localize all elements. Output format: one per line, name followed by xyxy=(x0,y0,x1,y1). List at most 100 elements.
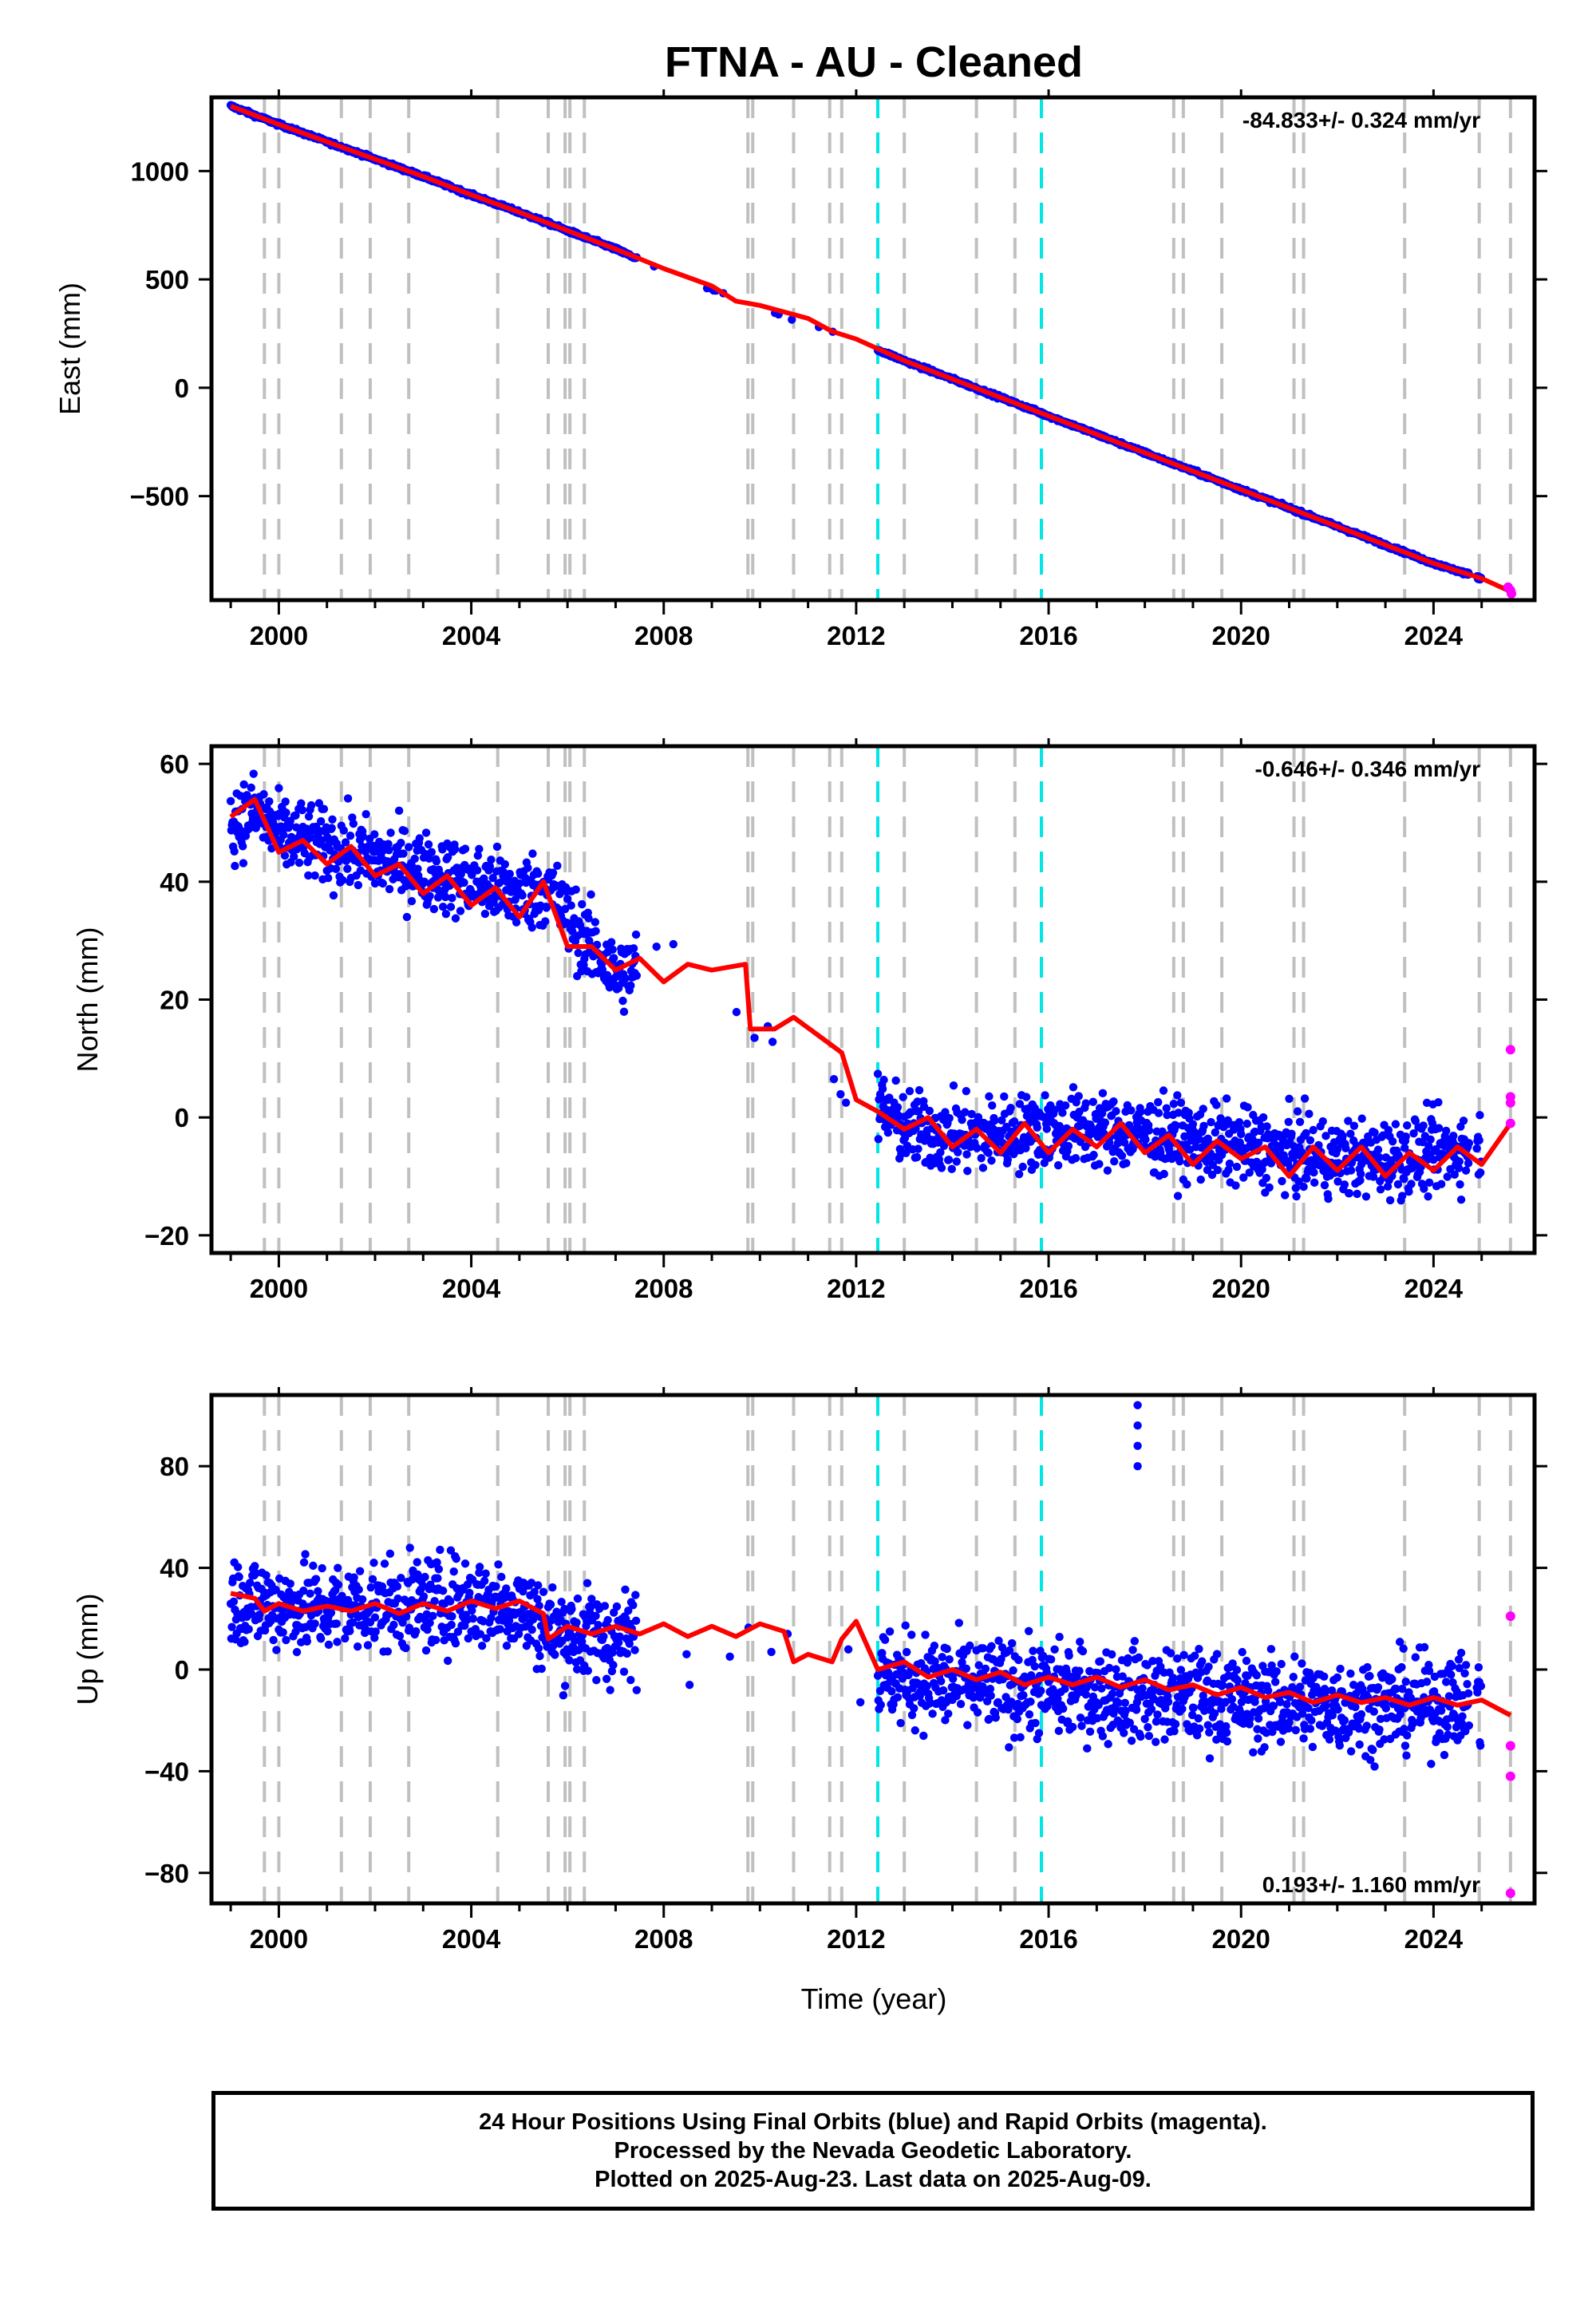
data-point xyxy=(1132,1705,1141,1714)
data-point xyxy=(412,1626,421,1636)
data-point xyxy=(1434,1098,1443,1107)
data-point xyxy=(1225,1159,1235,1168)
data-point xyxy=(460,844,470,853)
data-point xyxy=(533,1595,542,1603)
data-point xyxy=(395,870,405,879)
data-point xyxy=(246,1579,255,1587)
data-point xyxy=(1237,1129,1246,1139)
data-point xyxy=(290,852,298,861)
rapid-point xyxy=(1505,1097,1515,1108)
data-point xyxy=(1200,1706,1209,1715)
data-point xyxy=(1081,1690,1090,1699)
data-point xyxy=(1175,1157,1184,1166)
y-tick-label: 1000 xyxy=(131,156,189,186)
data-point xyxy=(384,840,393,848)
data-point xyxy=(1097,1109,1107,1118)
data-point xyxy=(942,1644,951,1654)
data-point xyxy=(1237,1697,1246,1706)
data-point xyxy=(1183,1180,1191,1189)
data-point xyxy=(1310,1178,1319,1188)
data-point xyxy=(1189,1703,1198,1713)
data-point xyxy=(1302,1128,1310,1138)
data-point xyxy=(448,1612,456,1621)
data-point xyxy=(1205,1728,1214,1737)
data-point xyxy=(1217,1705,1226,1713)
data-point xyxy=(401,1643,410,1653)
data-point xyxy=(434,1565,444,1574)
data-point xyxy=(1223,1737,1232,1746)
data-point xyxy=(572,1618,581,1627)
data-point xyxy=(887,1687,896,1696)
data-point xyxy=(1037,1686,1045,1695)
data-point xyxy=(788,315,796,324)
data-point xyxy=(1064,1141,1073,1151)
data-point xyxy=(1144,1722,1152,1732)
data-point xyxy=(1432,1144,1440,1154)
data-point xyxy=(230,847,239,856)
data-point xyxy=(1058,1704,1068,1713)
data-point xyxy=(988,1101,997,1110)
data-point xyxy=(1104,1740,1112,1749)
data-point xyxy=(299,1587,308,1595)
data-point xyxy=(1203,1134,1212,1144)
data-point xyxy=(669,939,678,949)
data-point xyxy=(235,1572,243,1582)
data-point xyxy=(1284,1724,1293,1733)
data-point xyxy=(332,1619,341,1628)
data-point xyxy=(1400,1174,1408,1184)
data-point xyxy=(309,1561,318,1571)
data-point xyxy=(433,1558,441,1567)
data-point xyxy=(1333,1145,1342,1154)
data-point xyxy=(978,1164,988,1172)
data-point xyxy=(632,1686,642,1694)
data-point xyxy=(1340,1180,1349,1189)
data-point xyxy=(629,944,638,953)
data-point xyxy=(1293,1107,1302,1116)
data-point xyxy=(1248,1135,1257,1144)
data-point xyxy=(369,1559,378,1567)
data-point xyxy=(573,1594,583,1603)
data-point xyxy=(910,1704,918,1713)
chart-title: FTNA - AU - Cleaned xyxy=(665,38,1083,86)
data-point xyxy=(594,1620,602,1630)
final-orbit-points xyxy=(226,769,1486,1205)
data-point xyxy=(907,1710,917,1720)
data-point xyxy=(496,1625,504,1634)
data-point xyxy=(1024,1626,1033,1635)
data-point xyxy=(1391,1120,1400,1128)
data-point xyxy=(527,923,536,932)
data-point xyxy=(893,1103,903,1112)
data-point xyxy=(385,846,393,855)
data-point xyxy=(304,871,313,880)
data-point xyxy=(578,1637,587,1646)
data-point xyxy=(1173,1654,1182,1663)
data-point xyxy=(991,1713,1000,1722)
data-point xyxy=(515,879,524,888)
data-point xyxy=(1464,1159,1473,1168)
data-point xyxy=(1074,1092,1083,1101)
rapid-orbit-points xyxy=(1505,1045,1515,1128)
data-point xyxy=(425,891,434,900)
data-point xyxy=(1306,1725,1315,1733)
data-point xyxy=(939,1141,949,1150)
data-point xyxy=(984,1148,993,1157)
model-fit-line xyxy=(229,796,1513,1179)
data-point xyxy=(328,815,337,824)
data-point xyxy=(587,890,595,899)
data-point xyxy=(1009,1733,1019,1742)
data-point xyxy=(913,1097,922,1106)
data-point xyxy=(448,893,456,903)
data-point xyxy=(631,930,641,939)
data-point xyxy=(609,954,618,962)
data-point xyxy=(468,1614,478,1623)
data-point xyxy=(425,1618,434,1627)
data-point xyxy=(1224,1165,1233,1175)
data-point xyxy=(346,831,355,840)
data-point xyxy=(519,1587,527,1596)
data-point xyxy=(443,852,452,862)
data-point xyxy=(1161,1704,1170,1713)
data-point xyxy=(279,1628,287,1637)
data-point xyxy=(494,1560,503,1569)
data-point xyxy=(1449,1131,1458,1140)
data-point xyxy=(652,943,661,951)
